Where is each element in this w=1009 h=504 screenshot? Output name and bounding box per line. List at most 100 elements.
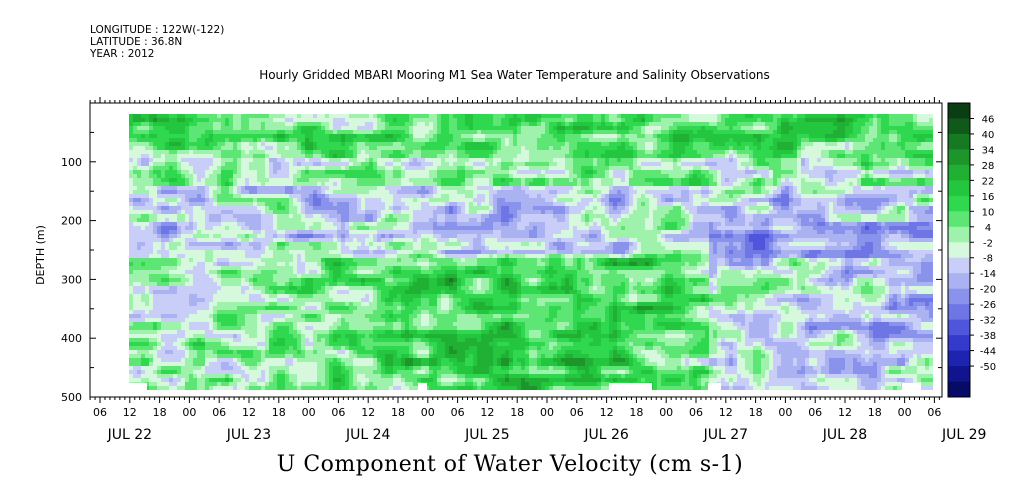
heatmap-cell [221,138,226,143]
heatmap-cell [137,114,142,119]
heatmap-cell [397,178,402,183]
heatmap-cell [721,194,726,199]
heatmap-cell [709,190,714,195]
heatmap-cell [221,194,226,199]
heatmap-cell [657,166,662,171]
heatmap-cell [153,178,158,183]
heatmap-cell [701,114,706,119]
heatmap-cell [337,202,342,207]
heatmap-cell [681,146,686,151]
heatmap-cell [653,190,658,195]
heatmap-cell [737,130,742,135]
heatmap-cell [585,178,590,183]
heatmap-cell [553,186,558,191]
heatmap-cell [613,174,618,179]
heatmap-cell [137,210,142,215]
heatmap-cell [293,210,298,215]
heatmap-cell [825,182,830,187]
heatmap-cell [421,126,426,131]
heatmap-cell [165,198,170,203]
heatmap-cell [529,118,534,123]
heatmap-cell [421,122,426,127]
heatmap-cell [469,190,474,195]
heatmap-cell [653,154,658,159]
heatmap-cell [769,158,774,163]
heatmap-cell [665,114,670,119]
heatmap-cell [217,206,222,211]
heatmap-cell [869,170,874,175]
heatmap-cell [737,186,742,191]
heatmap-cell [913,158,918,163]
heatmap-cell [433,118,438,123]
heatmap-cell [313,194,318,199]
heatmap-cell [425,154,430,159]
heatmap-cell [229,206,234,211]
heatmap-cell [509,206,514,211]
heatmap-cell [501,138,506,143]
heatmap-cell [733,210,738,215]
heatmap-cell [141,114,146,119]
heatmap-cell [457,182,462,187]
heatmap-cell [765,198,770,203]
heatmap-cell [741,134,746,139]
heatmap-cell [549,166,554,171]
heatmap-cell [549,118,554,123]
heatmap-cell [393,142,398,147]
heatmap-cell [789,134,794,139]
heatmap-cell [361,194,366,199]
heatmap-cell [381,170,386,175]
heatmap-cell [689,126,694,131]
heatmap-cell [217,134,222,139]
heatmap-cell [325,162,330,167]
heatmap-cell [421,138,426,143]
heatmap-cell [661,162,666,167]
heatmap-cell [181,186,186,191]
heatmap-cell [345,122,350,127]
heatmap-cell [253,118,258,123]
heatmap-cell [557,114,562,119]
heatmap-cell [553,174,558,179]
heatmap-cell [537,190,542,195]
heatmap-cell [525,198,530,203]
heatmap-cell [929,178,933,183]
heatmap-cell [133,170,138,175]
heatmap-cell [849,174,854,179]
heatmap-cell [725,182,730,187]
heatmap-cell [421,194,426,199]
heatmap-cell [525,166,530,171]
heatmap-cell [593,130,598,135]
heatmap-cell [585,150,590,155]
heatmap-cell [653,122,658,127]
heatmap-cell [837,150,842,155]
heatmap-cell [681,206,686,211]
heatmap-cell [609,166,614,171]
heatmap-cell [729,198,734,203]
heatmap-cell [821,206,826,211]
heatmap-cell [533,210,538,215]
heatmap-cell [313,162,318,167]
heatmap-cell [465,202,470,207]
heatmap-cell [577,210,582,215]
heatmap-cell [325,178,330,183]
heatmap-cell [617,166,622,171]
heatmap-cell [217,158,222,163]
heatmap-cell [149,190,154,195]
heatmap-cell [681,162,686,167]
heatmap-cell [697,138,702,143]
heatmap-cell [725,166,730,171]
heatmap-cell [337,122,342,127]
heatmap-cell [253,202,258,207]
heatmap-cell [909,150,914,155]
heatmap-cell [441,138,446,143]
heatmap-cell [377,122,382,127]
heatmap-cell [293,146,298,151]
heatmap-cell [681,134,686,139]
heatmap-cell [449,178,454,183]
heatmap-cell [593,166,598,171]
heatmap-cell [241,154,246,159]
heatmap-cell [873,158,878,163]
heatmap-cell [517,154,522,159]
heatmap-cell [253,170,258,175]
heatmap-cell [441,130,446,135]
heatmap-cell [497,178,502,183]
